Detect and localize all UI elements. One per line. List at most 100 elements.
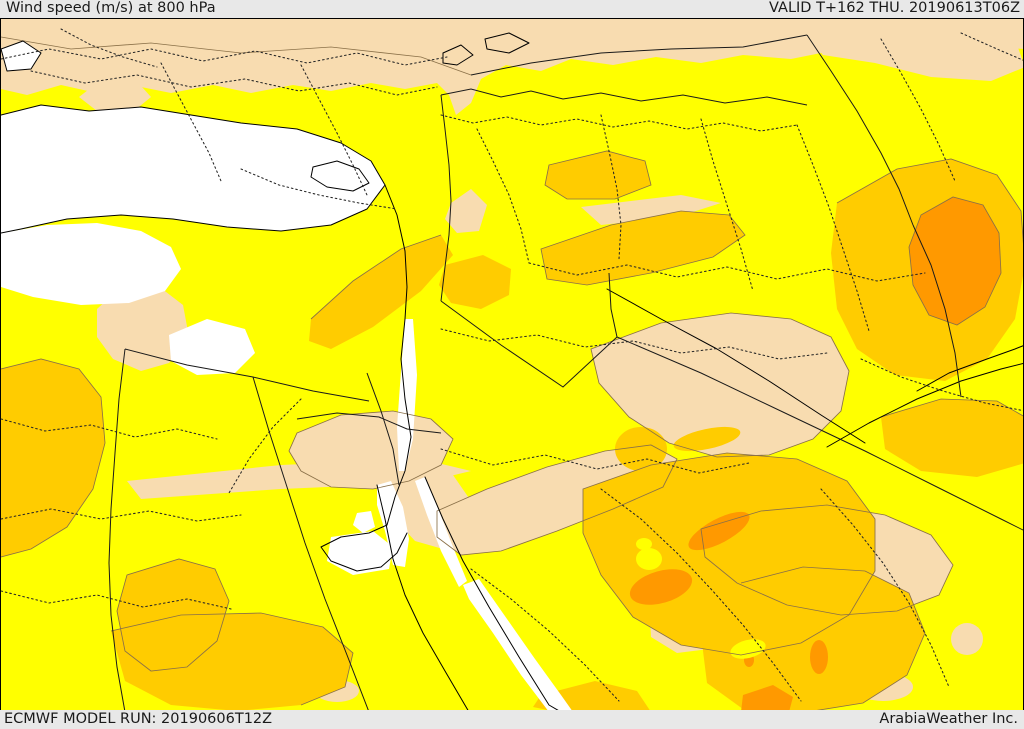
yellow-hole-a [730, 639, 766, 659]
orange-core-south [741, 685, 793, 710]
dotted-border-syria-prov-a [441, 115, 797, 131]
isoline-syria-gold [545, 151, 651, 199]
dotted-border-libya-b [1, 509, 241, 521]
fill-band-orange-group [629, 197, 1001, 710]
model-run-label: ECMWF MODEL RUN: 20190606T12Z [4, 711, 273, 727]
footer-bar: ECMWF MODEL RUN: 20190606T12Z ArabiaWeat… [0, 710, 1024, 729]
border-solid-group [109, 35, 1024, 711]
white-region-east-med [1, 223, 181, 305]
gold-blob-b [615, 427, 667, 471]
dotted-border-syria-prov-c [601, 115, 621, 259]
gold-region-syria [545, 151, 651, 199]
attribution-label: ArabiaWeather Inc. [879, 711, 1018, 727]
peach-region-anatolia [1, 19, 1023, 115]
dotted-border-egypt-south [1, 591, 231, 609]
dotted-border-turkey-north [1, 49, 447, 65]
coastline-island-b [485, 33, 529, 53]
peach-region-aegean [79, 77, 151, 115]
isoline-nw-arabia [437, 445, 677, 555]
orange-core-zagros-max [909, 197, 1001, 325]
gold-region-upper-egypt [111, 613, 353, 710]
peach-region-levant-coast [445, 189, 487, 233]
peach-region-central-arabia [591, 313, 849, 457]
coastline-persian-gulf-south [827, 363, 1024, 447]
coastline-persian-gulf-north [917, 345, 1024, 391]
yellow-hole-d [175, 405, 207, 425]
coastline-cyprus [311, 161, 369, 191]
peach-region-nw-arabia [437, 445, 677, 555]
gold-region-levant [309, 235, 453, 349]
dotted-border-iraq-prov-b [797, 125, 869, 331]
border-iraq-syria-short [609, 273, 617, 337]
dotted-border-libya-a [1, 419, 217, 439]
dotted-border-gulf-a [861, 359, 1024, 411]
dotted-border-turkey-prov-b [301, 65, 367, 195]
valid-time-label: VALID T+162 THU. 20190613T06Z [769, 0, 1020, 16]
peach-region-cyprus [97, 285, 189, 371]
header-bar: Wind speed (m/s) at 800 hPa VALID T+162 … [0, 0, 1024, 19]
coastline-group [1, 33, 1024, 711]
coastline-levant [385, 185, 411, 525]
coastline-aegean-island [1, 41, 41, 71]
dotted-border-turkey-south [241, 169, 397, 209]
isoline-east-arabia [701, 505, 953, 615]
coastline-suez-north [321, 525, 407, 571]
border-iran-turkey [807, 35, 913, 225]
isoline-mesopotamia [541, 211, 745, 285]
isoline-central-arabia [583, 453, 875, 655]
isoline-north-egypt [289, 411, 453, 489]
isoline-nejd-peach [591, 313, 849, 457]
isoline-upper-egypt [111, 613, 353, 705]
page-title: Wind speed (m/s) at 800 hPa [6, 0, 216, 16]
white-region-aegean-a [1, 41, 41, 71]
fill-band-white-group [1, 41, 572, 710]
border-jordan-iraq [441, 301, 617, 387]
wind-speed-field [1, 19, 1024, 711]
white-region-suez-junction [327, 531, 393, 575]
isoline-west-egypt [1, 359, 105, 557]
dotted-border-arabia-c [821, 489, 949, 687]
isoline-levant [311, 235, 441, 319]
peach-streak-levant [127, 459, 471, 499]
yellow-hole-b [636, 548, 662, 570]
dotted-border-sinai [229, 399, 301, 493]
border-egypt-libya-west [109, 349, 125, 711]
dotted-border-iran-a [881, 39, 955, 181]
dotted-border-iran-b [961, 33, 1024, 61]
dotted-border-syria-prov-b [477, 129, 529, 263]
isoline-nile-valley [117, 559, 229, 671]
dotted-border-arabia-a [441, 449, 749, 473]
isoline-se-arabia [741, 567, 925, 711]
white-region-gulf-of-aqaba [415, 477, 467, 587]
coastline-island-a [443, 45, 473, 65]
gold-region-se-arabia [701, 567, 925, 710]
border-iran-iraq [913, 225, 961, 397]
border-egypt-internal [253, 377, 369, 711]
gold-region-mesopotamia [541, 211, 745, 285]
dotted-border-turkey-inner [31, 71, 437, 95]
coastline-red-sea-east [425, 477, 561, 711]
border-syria-coast [441, 95, 451, 301]
border-saudi-iraq [617, 337, 1024, 531]
yellow-hole-c [636, 538, 652, 550]
white-region-red-sea [463, 579, 572, 710]
dotted-border-iraq-cross [529, 263, 925, 281]
orange-streak-najd-b [629, 569, 693, 605]
isoline-ne-arabia [881, 399, 1024, 417]
isoline-zagros-core [909, 197, 1001, 325]
white-region-mediterranean [1, 105, 385, 233]
gold-region-ne-arabia [881, 399, 1023, 477]
coastline-red-sea-west [377, 485, 469, 711]
map-canvas[interactable] [0, 18, 1024, 711]
coastline-mesopotamia-river [607, 289, 865, 443]
white-region-jordan-rift [397, 319, 417, 471]
border-egypt-israel [297, 413, 441, 433]
peach-region-iran-north [807, 27, 1023, 81]
gold-streak-a [673, 426, 741, 452]
border-dotted-group [1, 29, 1024, 701]
peach-streak-syria [581, 195, 721, 225]
white-region-nile-delta [353, 511, 375, 533]
fill-holes-yellow-group [175, 405, 766, 659]
dotted-border-arabia-d [471, 569, 619, 701]
